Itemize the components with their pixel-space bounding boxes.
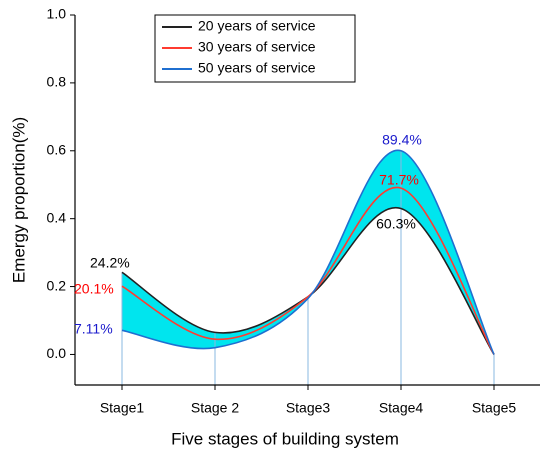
annotation: 71.7% [379,172,419,188]
y-tick-label: 0.4 [47,209,67,225]
x-tick-label: Stage1 [100,400,145,416]
annotation: 89.4% [382,132,422,148]
series-line [121,206,495,355]
legend-label: 30 years of service [198,39,316,55]
series-line [121,186,495,355]
annotation: 24.2% [90,255,130,271]
x-tick-label: Stage 2 [191,400,239,416]
y-tick-label: 0.8 [47,74,67,90]
y-tick-label: 0.6 [47,141,67,157]
annotation: 7.11% [74,321,113,337]
y-tick-label: 1.0 [47,6,67,22]
legend-label: 50 years of service [198,60,316,76]
x-axis-title: Five stages of building system [171,429,399,448]
annotation: 20.1% [74,281,114,297]
y-tick-label: 0.2 [47,277,67,293]
legend-label: 20 years of service [198,18,316,34]
x-tick-label: Stage5 [472,400,517,416]
y-tick-label: 0.0 [47,345,67,361]
series-line [121,149,495,355]
legend: 20 years of service 30 years of service 50… [154,14,356,83]
x-tick-label: Stage3 [286,400,331,416]
x-tick-label: Stage4 [379,400,424,416]
annotation: 60.3% [376,216,416,232]
y-axis-title: Emergy proportion(%) [9,117,28,283]
